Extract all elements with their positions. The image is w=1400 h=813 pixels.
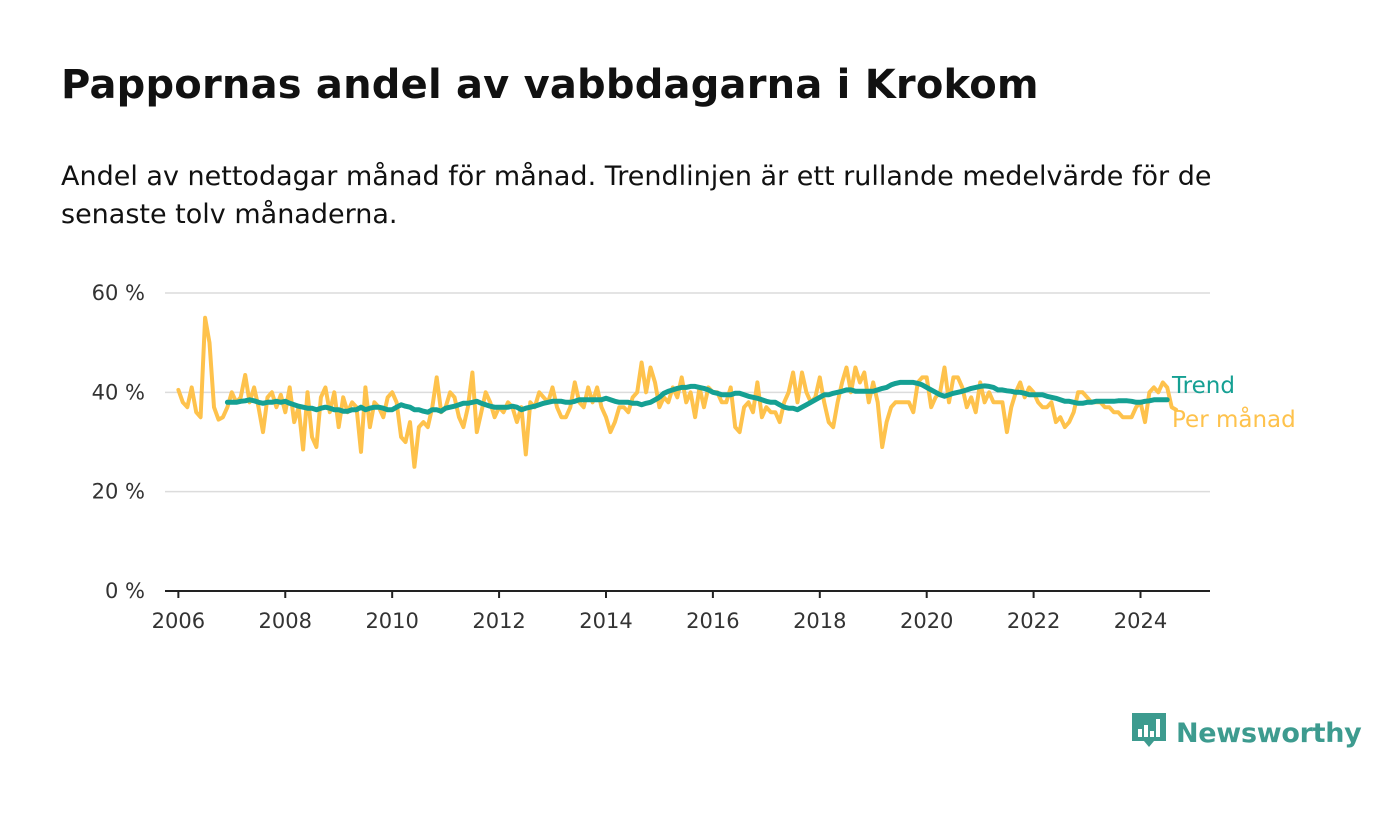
x-tick-label-2020: 2020 — [900, 609, 953, 633]
x-tick-label-2010: 2010 — [365, 609, 418, 633]
x-tick-label-2008: 2008 — [259, 609, 312, 633]
chart-title: Pappornas andel av vabbdagarna i Krokom — [61, 62, 1039, 108]
x-tick-label-2018: 2018 — [793, 609, 846, 633]
x-tick-label-2022: 2022 — [1007, 609, 1060, 633]
series-line-per-manad — [176, 315, 1179, 469]
series-line-trend — [224, 379, 1170, 415]
chart-subtitle: Andel av nettodagar månad för månad. Tre… — [61, 161, 1212, 230]
legend: Per månad Trend — [1171, 373, 1296, 433]
x-tick-label-2014: 2014 — [579, 609, 632, 633]
x-tick-label-2024: 2024 — [1114, 609, 1167, 633]
series-lines — [176, 315, 1179, 469]
x-tick-label-2012: 2012 — [472, 609, 525, 633]
y-tick-label-0: 0 % — [105, 579, 145, 603]
legend-label-trend: Trend — [1171, 373, 1235, 399]
brand-name: Newsworthy — [1176, 717, 1362, 749]
x-tick-label-2016: 2016 — [686, 609, 739, 633]
x-tick-label-2006: 2006 — [152, 609, 205, 633]
x-axis: 2006 2008 2010 2012 2014 2016 2018 2020 2022 2024 — [152, 590, 1210, 633]
y-axis-ticks: 0 % 20 % 40 % 60 % — [92, 281, 145, 603]
newsworthy-logo-icon — [1132, 713, 1166, 747]
legend-label-per-manad: Per månad — [1172, 405, 1296, 433]
y-tick-label-40: 40 % — [92, 380, 145, 404]
y-tick-label-60: 60 % — [92, 281, 145, 305]
y-tick-label-20: 20 % — [92, 480, 145, 504]
newsworthy-logo: Newsworthy — [1132, 713, 1362, 753]
